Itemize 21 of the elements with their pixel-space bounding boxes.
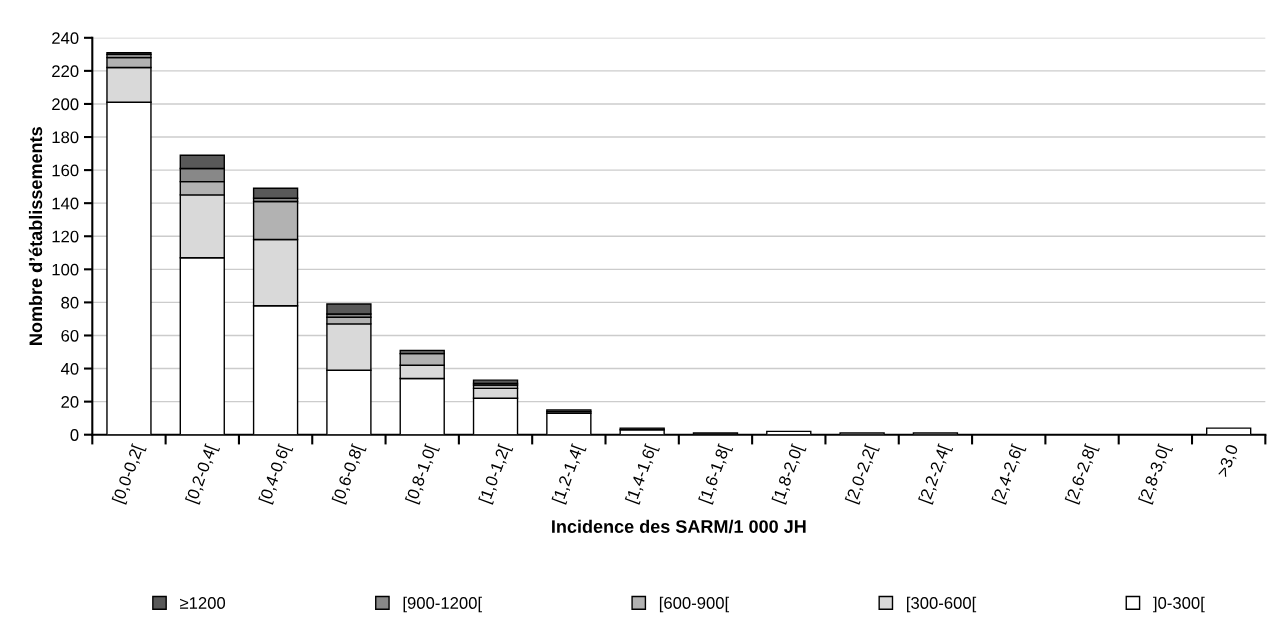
legend-label: [600-900[ — [659, 596, 730, 613]
x-tick-label: >3,0 — [1216, 443, 1241, 479]
legend-label: [900-1200[ — [403, 596, 482, 613]
y-tick-label: 240 — [52, 32, 79, 44]
y-tick-label: 120 — [52, 230, 79, 243]
y-tick-label: 40 — [60, 362, 79, 375]
y-tick-label: 140 — [52, 197, 79, 210]
y-tick-label: 220 — [52, 65, 79, 78]
y-tick-label: 0 — [70, 429, 79, 441]
y-tick-label: 160 — [52, 164, 79, 177]
y-tick-label: 200 — [52, 98, 79, 111]
y-tick-label: 100 — [52, 263, 79, 276]
y-tick-label: 180 — [52, 131, 79, 144]
y-tick-label: 60 — [61, 329, 79, 342]
legend-label: ≥1200 — [180, 597, 226, 609]
y-axis-title: Nombre d’établissements — [28, 127, 43, 345]
y-tick-label: 20 — [61, 396, 79, 408]
legend-label: ]0-300[ — [1153, 596, 1205, 613]
x-axis-title: Incidence des SARM/1 000 JH — [552, 519, 806, 534]
y-tick-label: 80 — [61, 296, 79, 309]
legend-label: [300-600[ — [907, 596, 977, 613]
